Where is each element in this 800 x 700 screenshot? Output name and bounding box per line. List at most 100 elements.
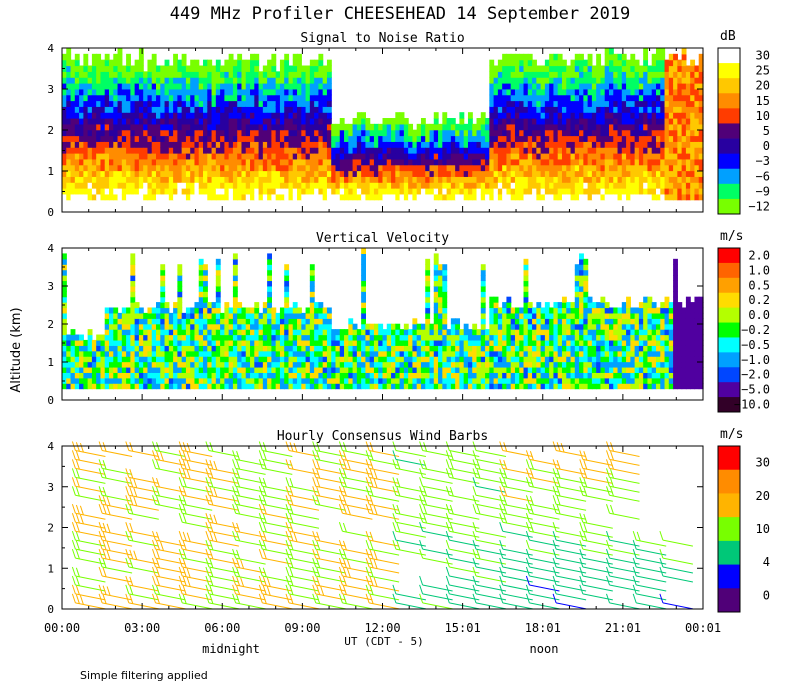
heatmap-cell: [284, 318, 290, 325]
heatmap-cell: [207, 106, 213, 113]
heatmap-cell: [489, 77, 495, 84]
heatmap-cell: [318, 77, 324, 84]
heatmap-cell: [647, 141, 653, 148]
heatmap-cell: [510, 345, 516, 352]
heatmap-cell: [433, 275, 439, 282]
heatmap-cell: [203, 264, 208, 271]
heatmap-cell: [502, 372, 508, 379]
heatmap-cell: [309, 329, 315, 336]
heatmap-cell: [185, 88, 191, 96]
heatmap-cell: [553, 118, 559, 125]
heatmap-cell: [630, 106, 636, 113]
heatmap-cell: [489, 323, 495, 330]
heatmap-cell: [459, 383, 465, 390]
heatmap-cell: [138, 366, 144, 373]
heatmap-cell: [309, 188, 315, 195]
heatmap-cell: [173, 345, 178, 352]
heatmap-cell: [617, 53, 623, 61]
heatmap-cell: [502, 77, 508, 84]
heatmap-cell: [134, 118, 140, 125]
heatmap-cell: [493, 323, 499, 330]
heatmap-cell: [194, 307, 200, 314]
heatmap-cell: [215, 307, 221, 314]
heatmap-cell: [194, 345, 200, 352]
heatmap-cell: [344, 356, 349, 363]
heatmap-cell: [62, 291, 67, 298]
heatmap-cell: [271, 106, 277, 113]
heatmap-cell: [66, 112, 72, 119]
heatmap-cell: [245, 141, 251, 148]
heatmap-cell: [690, 153, 696, 160]
heatmap-cell: [591, 65, 597, 72]
heatmap-cell: [203, 334, 208, 341]
heatmap-cell: [156, 106, 161, 113]
heatmap-cell: [254, 182, 260, 189]
heatmap-cell: [160, 118, 166, 125]
heatmap-cell: [647, 94, 653, 102]
heatmap-cell: [160, 88, 166, 96]
heatmap-cell: [493, 71, 499, 78]
heatmap-cell: [698, 112, 704, 119]
heatmap-cell: [579, 77, 584, 84]
heatmap-cell: [203, 123, 208, 131]
heatmap-cell: [450, 377, 456, 384]
heatmap-cell: [185, 118, 191, 125]
heatmap-cell: [403, 377, 409, 384]
heatmap-cell: [668, 112, 674, 119]
heatmap-cell: [134, 112, 140, 119]
heatmap-cell: [288, 164, 294, 172]
heatmap-cell: [326, 366, 332, 373]
heatmap-cell: [523, 83, 529, 90]
heatmap-cell: [326, 356, 332, 363]
heatmap-cell: [79, 94, 84, 102]
heatmap-cell: [305, 345, 311, 352]
heatmap-cell: [408, 377, 414, 384]
heatmap-cell: [275, 112, 281, 119]
heatmap-cell: [305, 83, 311, 90]
heatmap-cell: [309, 366, 315, 373]
heatmap-cell: [698, 141, 704, 148]
heatmap-cell: [429, 350, 435, 357]
heatmap-cell: [104, 350, 110, 357]
heatmap-cell: [497, 372, 503, 379]
heatmap-cell: [429, 366, 435, 373]
heatmap-cell: [284, 112, 290, 119]
heatmap-cell: [207, 302, 213, 309]
heatmap-cell: [352, 323, 358, 330]
heatmap-cell: [245, 345, 251, 352]
heatmap-cell: [74, 77, 80, 84]
heatmap-cell: [121, 83, 127, 90]
heatmap-cell: [79, 147, 84, 154]
heatmap-cell: [553, 71, 559, 78]
heatmap-cell: [608, 65, 614, 72]
heatmap-cell: [143, 345, 149, 352]
heatmap-cell: [660, 100, 666, 107]
heatmap-cell: [472, 182, 478, 189]
heatmap-cell: [185, 170, 191, 177]
heatmap-cell: [600, 77, 606, 84]
heatmap-cell: [237, 123, 243, 131]
heatmap-cell: [544, 164, 550, 172]
heatmap-cell: [583, 59, 589, 67]
heatmap-cell: [258, 193, 264, 201]
heatmap-cell: [121, 334, 127, 341]
heatmap-cell: [232, 323, 238, 330]
heatmap-cell: [373, 329, 379, 336]
heatmap-cell: [561, 65, 567, 72]
heatmap-cell: [254, 339, 260, 346]
heatmap-cell: [673, 53, 678, 61]
heatmap-cell: [66, 383, 72, 390]
heatmap-cell: [455, 123, 461, 131]
heatmap-cell: [121, 112, 127, 119]
heatmap-cell: [549, 118, 555, 125]
heatmap-cell: [416, 372, 422, 379]
heatmap-cell: [130, 312, 136, 319]
heatmap-cell: [361, 334, 366, 341]
heatmap-cell: [455, 345, 461, 352]
heatmap-cell: [79, 65, 84, 72]
heatmap-cell: [262, 334, 268, 341]
heatmap-cell: [267, 71, 272, 78]
heatmap-cell: [173, 83, 178, 90]
heatmap-cell: [284, 366, 290, 373]
heatmap-cell: [267, 269, 272, 276]
